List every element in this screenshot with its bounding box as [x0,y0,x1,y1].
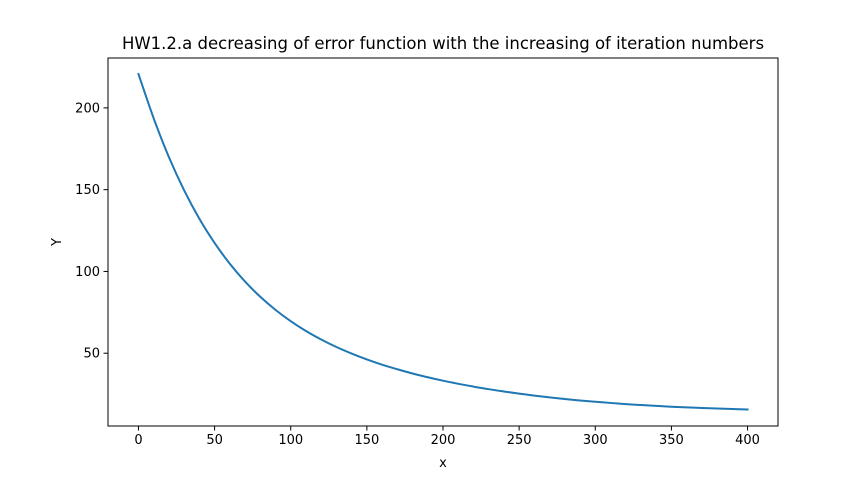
x-tick-label: 0 [134,433,142,448]
chart-title: HW1.2.a decreasing of error function wit… [122,34,764,53]
x-tick-label: 50 [206,433,223,448]
y-tick-label: 50 [83,347,100,362]
y-axis-ticks: 50 100 150 200 [75,101,108,362]
y-axis-label: Y [50,238,65,247]
x-tick-label: 200 [431,433,456,448]
series-line [137,72,749,411]
plot-area [108,58,778,426]
y-tick-label: 150 [75,183,100,198]
x-tick-label: 350 [659,433,684,448]
x-tick-label: 400 [735,433,760,448]
y-tick-label: 100 [75,265,100,280]
y-tick-label: 200 [75,101,100,116]
x-tick-label: 150 [354,433,379,448]
x-tick-label: 300 [583,433,608,448]
plot-background [108,58,778,426]
x-tick-label: 250 [507,433,532,448]
plot-frame [107,57,779,427]
x-axis-ticks: 0 50 100 150 200 250 300 350 400 [134,426,760,448]
series-layer [107,57,779,427]
x-axis-label: x [439,456,447,471]
x-tick-label: 100 [278,433,303,448]
